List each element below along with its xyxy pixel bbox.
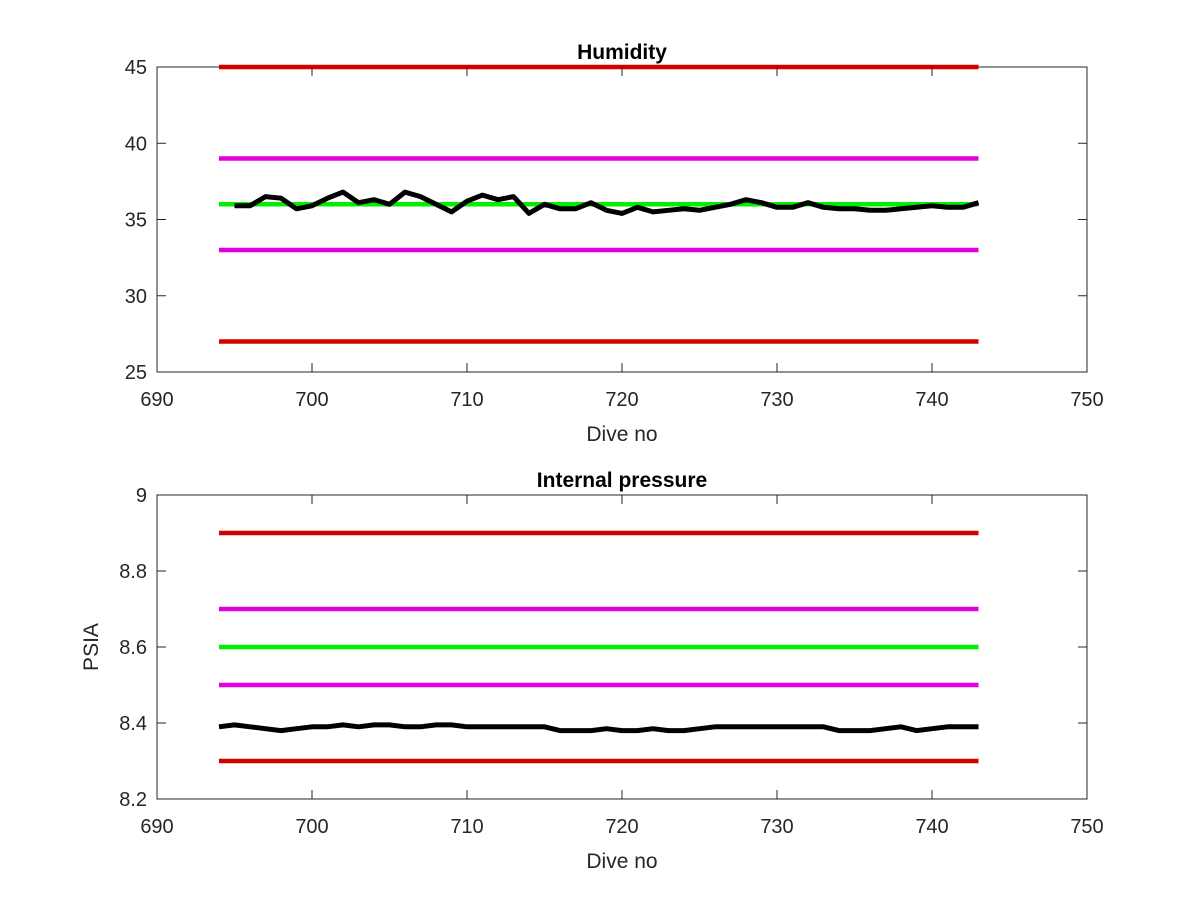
internal-pressure-y-tick-label: 9 [136,485,147,507]
internal-pressure-x-tick-label: 730 [760,816,793,838]
humidity-x-tick-label: 720 [605,389,638,411]
internal-pressure-x-tick-label: 710 [450,816,483,838]
internal-pressure-x-tick-label: 690 [140,816,173,838]
humidity-data-line [234,189,980,216]
humidity-panel: 690 700 710 720 730 740 750 25 30 35 40 45 Humidity D… [125,41,1104,446]
humidity-y-tick-label: 30 [125,286,147,308]
internal-pressure-y-tick-label: 8.6 [119,637,147,659]
internal-pressure-y-axis-label: PSIA [80,623,103,671]
humidity-y-tick-label: 40 [125,133,147,155]
humidity-y-tick-label: 25 [125,362,147,384]
humidity-x-tick-label: 730 [760,389,793,411]
internal-pressure-title: Internal pressure [537,469,707,492]
humidity-y-tick-label: 45 [125,57,147,79]
internal-pressure-panel: 690 700 710 720 730 740 750 8.2 8.4 8.6 8.8 9 Intern… [80,469,1104,873]
internal-pressure-x-tick-label: 720 [605,816,638,838]
humidity-x-tick-label: 740 [915,389,948,411]
internal-pressure-x-tick-label: 700 [295,816,328,838]
internal-pressure-x-tick-label: 750 [1070,816,1103,838]
internal-pressure-y-tick-label: 8.4 [119,713,147,735]
humidity-x-axis-label: Dive no [586,423,657,446]
internal-pressure-x-tick-label: 740 [915,816,948,838]
internal-pressure-data-line [218,722,979,734]
humidity-axes-box [156,66,1088,373]
humidity-x-tick-label: 690 [140,389,173,411]
humidity-x-tick-label: 710 [450,389,483,411]
internal-pressure-y-tick-label: 8.8 [119,561,147,583]
internal-pressure-x-axis-label: Dive no [586,850,657,873]
humidity-x-tick-label: 750 [1070,389,1103,411]
humidity-x-tick-label: 700 [295,389,328,411]
internal-pressure-y-tick-label: 8.2 [119,789,147,811]
humidity-y-tick-label: 35 [125,210,147,232]
humidity-title: Humidity [577,41,667,64]
